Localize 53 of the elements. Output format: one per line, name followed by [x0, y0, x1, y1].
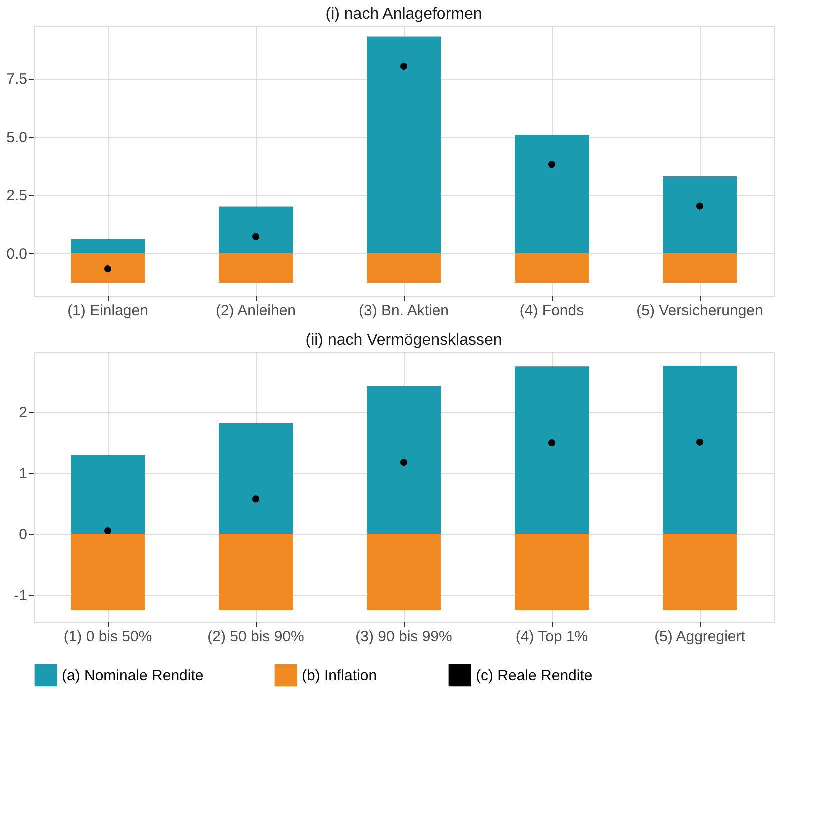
x-tick-label: (1) 0 bis 50% [64, 628, 152, 646]
point [252, 496, 260, 503]
x-tick-label: (2) 50 bis 90% [208, 628, 304, 646]
point [104, 527, 112, 535]
point [696, 202, 704, 210]
bar [663, 253, 737, 283]
y-tick-label: 1 [19, 465, 28, 482]
bar [663, 534, 737, 610]
bar [367, 386, 441, 534]
bar [219, 534, 293, 610]
y-tick-label: 7.5 [6, 71, 28, 88]
legend-label: (a) Nominale Rendite [62, 667, 204, 684]
y-tick-label: 0.0 [6, 246, 28, 263]
y-tick-label: 0 [19, 526, 28, 544]
x-tick-label: (3) Bn. Aktien [358, 302, 450, 320]
bar [219, 206, 293, 254]
bar [71, 253, 145, 283]
chart-title: (i) nach Anlageformen [326, 6, 482, 23]
point [104, 265, 112, 273]
x-tick-label: (3) 90 bis 99% [356, 628, 452, 646]
bar [367, 253, 441, 283]
point [548, 161, 556, 168]
x-tick-label: (4) Fonds [520, 302, 584, 320]
x-tick-label: (2) Anleihen [216, 302, 296, 320]
bar [515, 534, 589, 610]
legend-label: (c) Reale Rendite [476, 667, 593, 684]
bar [367, 534, 441, 610]
bar [515, 135, 589, 254]
point [548, 439, 556, 447]
x-tick-label: (4) Top 1% [516, 628, 588, 646]
point [252, 233, 260, 240]
y-tick-label: -1 [14, 588, 28, 605]
bar [71, 239, 145, 254]
point [696, 438, 704, 446]
bar [367, 36, 441, 254]
legend-label: (b) Inflation [302, 667, 378, 684]
chart-title: (ii) nach Vermögensklassen [306, 332, 502, 349]
bar [515, 253, 589, 283]
y-tick-label: 2 [19, 404, 28, 422]
bar [515, 366, 589, 534]
bar [219, 423, 293, 534]
x-tick-label: (5) Aggregiert [654, 628, 746, 646]
y-tick-label: 5.0 [6, 129, 28, 146]
x-tick-label: (5) Versicherungen [636, 302, 764, 320]
bar [663, 176, 737, 254]
point [400, 63, 408, 70]
bar [71, 534, 145, 610]
x-tick-label: (1) Einlagen [68, 302, 148, 320]
bar [71, 455, 145, 534]
bar [663, 366, 737, 534]
y-tick-label: 2.5 [6, 188, 28, 205]
point [400, 459, 408, 466]
bar [219, 253, 293, 283]
